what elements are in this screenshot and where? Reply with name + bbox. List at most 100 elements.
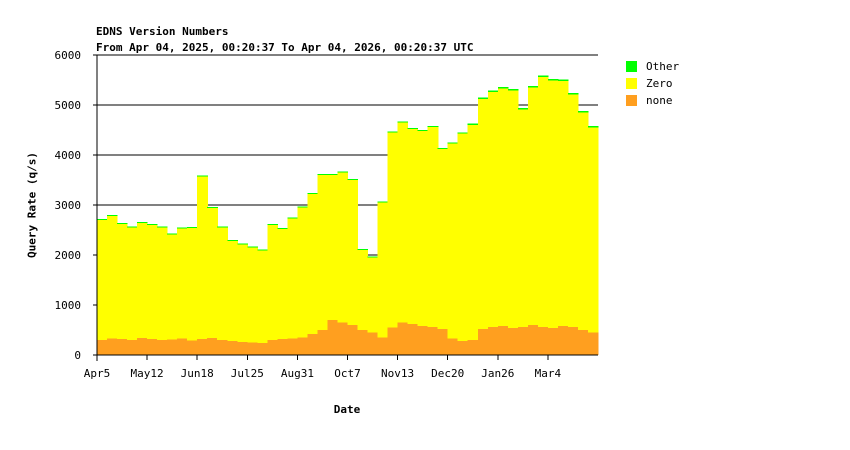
bar-segment-none [237, 342, 248, 355]
bar-segment-zero [327, 175, 339, 320]
bar-segment-other [517, 108, 529, 110]
bar-segment-none [367, 332, 379, 355]
bar-segment-none [447, 338, 459, 355]
bar-segment-zero [137, 223, 148, 338]
legend-swatch [626, 78, 637, 89]
bar-segment-none [107, 338, 118, 355]
bar-segment-other [587, 126, 599, 128]
x-tick-label: Apr5 [84, 367, 111, 380]
x-tick-label: Dec20 [431, 367, 464, 380]
bar-segment-zero [547, 80, 559, 328]
bar-segment-zero [317, 175, 329, 330]
bar-segment-other [227, 240, 238, 241]
x-tick-label: Jan26 [481, 367, 514, 380]
bar-segment-zero [417, 131, 429, 326]
bar-segment-other [537, 75, 549, 77]
bar-segment-zero [237, 244, 248, 342]
bar-segment-none [187, 340, 198, 355]
y-tick-label: 3000 [55, 199, 82, 212]
bar-segment-zero [267, 225, 278, 340]
bar-segment-none [457, 341, 469, 355]
bar-segment-none [287, 338, 298, 355]
y-tick-label: 6000 [55, 49, 82, 62]
bar-segment-zero [287, 218, 298, 339]
bar-segment-zero [337, 172, 349, 323]
bar-segment-other [547, 79, 559, 81]
bar-segment-zero [217, 227, 228, 340]
bar-segment-zero [197, 176, 208, 339]
bar-segment-none [427, 327, 439, 355]
bar-segment-zero [277, 229, 288, 339]
bar-segment-other [197, 175, 208, 177]
bar-segment-zero [377, 202, 389, 338]
bar-segment-zero [457, 133, 469, 341]
bar-segment-none [407, 324, 419, 355]
bar-segment-other [217, 226, 228, 228]
bar-segment-other [497, 87, 509, 89]
y-tick-label: 5000 [55, 99, 82, 112]
bar-segment-zero [517, 109, 529, 327]
bar-segment-zero [247, 247, 258, 343]
bar-segment-zero [487, 92, 499, 327]
bar-segment-other [257, 249, 268, 251]
bar-segment-other [557, 79, 569, 81]
bar-segment-none [557, 326, 569, 355]
x-tick-label: Jul25 [231, 367, 264, 380]
bar-segment-zero [447, 143, 459, 339]
bar-segment-other [527, 86, 539, 88]
bar-segment-zero [157, 227, 168, 340]
bar-segment-other [407, 127, 419, 129]
bar-segment-other [297, 206, 309, 208]
x-tick-label: Oct7 [334, 367, 361, 380]
bar-segment-zero [177, 228, 188, 339]
bar-segment-none [587, 332, 599, 355]
bar-segment-none [527, 325, 539, 355]
bar-segment-other [577, 111, 589, 113]
bar-segment-none [577, 330, 589, 355]
bar-segment-zero [537, 77, 549, 327]
bar-segment-none [217, 340, 228, 355]
bar-segment-zero [127, 227, 138, 340]
legend-item-zero: Zero [626, 75, 679, 92]
bar-segment-zero [117, 224, 128, 339]
bar-segment-other [137, 222, 148, 223]
x-tick-label: Aug31 [281, 367, 314, 380]
bar-segment-zero [367, 257, 379, 333]
bar-segment-other [177, 227, 188, 229]
bar-segment-other [237, 243, 248, 245]
y-tick-label: 0 [74, 349, 81, 362]
bar-segment-zero [187, 228, 198, 341]
bar-segment-none [157, 340, 168, 355]
bar-segment-other [287, 217, 298, 219]
bar-segment-other [387, 131, 399, 133]
bar-segment-none [487, 327, 499, 355]
bar-segment-other [377, 201, 389, 203]
bar-segment-other [367, 256, 379, 258]
bar-segment-zero [147, 225, 158, 339]
y-tick-label: 4000 [55, 149, 82, 162]
bar-segment-other [187, 227, 198, 228]
bar-segment-zero [207, 208, 218, 338]
bar-segment-none [567, 327, 579, 355]
bar-segment-none [377, 337, 389, 355]
legend-swatch [626, 61, 637, 72]
bar-segment-other [97, 219, 108, 220]
legend-item-other: Other [626, 58, 679, 75]
bar-segment-none [257, 343, 268, 355]
bar-segment-other [567, 93, 579, 95]
legend-item-none: none [626, 92, 679, 109]
bar-segment-zero [557, 81, 569, 326]
bar-segment-zero [107, 216, 118, 339]
chart-subtitle: From Apr 04, 2025, 00:20:37 To Apr 04, 2… [96, 41, 474, 54]
bar-segment-zero [357, 250, 369, 330]
bar-segment-zero [567, 94, 579, 327]
bar-segment-other [507, 89, 519, 91]
bar-segment-none [397, 322, 409, 355]
legend-label: Other [646, 60, 680, 73]
chart-title: EDNS Version Numbers [96, 25, 229, 38]
bar-segment-zero [407, 129, 419, 324]
bar-segment-other [317, 174, 329, 175]
bar-segment-other [277, 228, 288, 229]
bar-segment-none [297, 337, 309, 355]
